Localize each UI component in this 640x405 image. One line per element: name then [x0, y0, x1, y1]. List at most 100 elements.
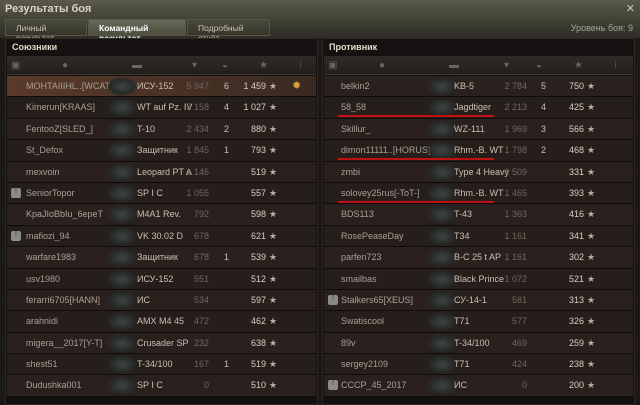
medals-column-icon[interactable]: ⁝ — [614, 60, 618, 71]
player-name: zmbi — [341, 166, 361, 177]
tank-name: СУ-14-1 — [454, 294, 487, 305]
player-row[interactable]: ! Stalkers65[XEUS] СУ-14-1 581 313 ★ — [324, 289, 633, 312]
player-row[interactable]: parfen723 B-C 25 t AP 1 161 302 ★ — [324, 247, 633, 269]
tank-name: T-34/100 — [454, 337, 490, 348]
player-row[interactable]: belkin2 KB-5 2 784 5 750 ★ — [324, 76, 633, 98]
damage-value: 1 055 — [186, 187, 209, 198]
player-name: belkin2 — [341, 81, 370, 91]
damage-value: 2 434 — [186, 123, 209, 134]
xp-value: 566 — [568, 123, 584, 134]
player-row[interactable]: ferarri6705[HANN] ИС 534 597 ★ — [7, 289, 316, 312]
player-row[interactable]: smailbas Black Prince 1 072 521 ★ — [324, 268, 633, 290]
player-row[interactable]: 89v T-34/100 469 259 ★ — [324, 332, 633, 355]
kills-value: 2 — [224, 123, 230, 134]
player-row[interactable]: solovey25rus[-ToT-] Rhm.-B. WT 1 465 393 ★ — [324, 182, 633, 205]
kills-column-icon[interactable]: ◒ — [536, 60, 543, 71]
player-row[interactable]: migera__2017[Y-T] Crusader SP 232 638 ★ — [7, 332, 316, 355]
kills-value: 6 — [224, 81, 230, 91]
player-row[interactable]: MOHTAIIIHL..[WCAT1] ИСУ-152 5 947 6 1 459 ★ ✹ — [7, 76, 316, 98]
xp-column-icon[interactable]: ★ — [574, 60, 583, 71]
player-row[interactable]: shest51 T-34/100 167 1 519 ★ — [7, 354, 316, 376]
tank-icon — [107, 226, 137, 246]
player-row[interactable]: Kimerun[KRAAS] WT auf Pz. IV 3 158 4 1 027 ★ — [7, 97, 316, 119]
kills-column-icon[interactable]: ◒ — [222, 60, 229, 71]
squad-column-icon[interactable]: ▣ — [11, 60, 21, 71]
star-icon: ★ — [269, 380, 278, 391]
player-row[interactable]: sergey2109 T71 424 238 ★ — [324, 354, 633, 376]
player-column-icon[interactable]: ● — [62, 60, 69, 71]
player-row[interactable]: ! mafiozi_94 VK 30.02 D 678 621 ★ — [7, 225, 316, 248]
player-row[interactable]: KpaJIoBbIu_6epeT M4A1 Rev. 792 598 ★ — [7, 204, 316, 226]
tank-name: T71 — [454, 316, 470, 327]
red-underline — [338, 115, 494, 118]
player-row[interactable]: zmbi Type 4 Heavy 1 509 331 ★ — [324, 161, 633, 183]
player-name: smailbas — [341, 273, 377, 284]
player-row[interactable]: Skillur_ WZ-111 1 969 3 566 ★ — [324, 118, 633, 141]
red-underline — [338, 158, 494, 161]
player-name: usv1980 — [26, 273, 61, 284]
damage-column-icon[interactable]: ▾ — [192, 60, 198, 71]
player-row[interactable]: Dudushka001 SP I C 0 510 ★ — [7, 375, 316, 397]
allies-list: MOHTAIIIHL..[WCAT1] ИСУ-152 5 947 6 1 459 ★ ✹ K… — [7, 76, 316, 397]
tank-name: Crusader SP — [137, 337, 189, 348]
player-row[interactable]: RosePeaseDay T34 1 161 341 ★ — [324, 225, 633, 248]
xp-value: 521 — [568, 273, 584, 284]
player-row[interactable]: ! SeniorTopor SP I C 1 055 557 ★ — [7, 182, 316, 205]
damage-value: 1 161 — [504, 230, 527, 241]
player-row[interactable]: warfare1983 Защитник 678 1 539 ★ — [7, 247, 316, 269]
star-icon: ★ — [587, 359, 596, 370]
player-row[interactable]: arahnidi AMX M4 45 472 462 ★ — [7, 311, 316, 333]
star-icon: ★ — [587, 102, 596, 113]
medal-icon[interactable]: ✹ — [292, 80, 302, 92]
star-icon: ★ — [587, 252, 596, 263]
xp-value: 331 — [568, 166, 584, 177]
xp-value: 416 — [568, 209, 584, 220]
xp-value: 880 — [250, 123, 266, 134]
tank-icon — [107, 376, 137, 396]
tab-personal[interactable]: Личный результат — [5, 19, 87, 43]
player-column-icon[interactable]: ● — [379, 60, 386, 71]
player-row[interactable]: ! CCCP_45_2017 ИС 0 200 ★ — [324, 375, 633, 397]
player-row[interactable]: 58_58 Jagdtiger 2 213 4 425 ★ — [324, 97, 633, 119]
player-row[interactable]: usv1980 ИСУ-152 551 512 ★ — [7, 268, 316, 290]
damage-value: 232 — [193, 337, 209, 348]
damage-value: 1 798 — [504, 145, 527, 156]
player-row[interactable]: St_Defox Защитник 1 845 1 793 ★ — [7, 140, 316, 162]
clan-badge-icon: ! — [328, 294, 338, 305]
tab-team[interactable]: Командный результат — [88, 19, 186, 43]
player-row[interactable]: Swatiscool T71 577 326 ★ — [324, 311, 633, 333]
tank-column-icon[interactable]: ▬ — [132, 60, 142, 71]
damage-value: 1 072 — [504, 273, 527, 284]
medals-column-icon[interactable]: ⁝ — [299, 60, 303, 71]
tank-name: Leopard PT A — [137, 166, 192, 177]
tank-icon — [427, 205, 457, 225]
tank-icon — [427, 290, 457, 310]
star-icon: ★ — [269, 209, 278, 220]
star-icon: ★ — [587, 294, 596, 305]
tank-column-icon[interactable]: ▬ — [449, 60, 459, 71]
xp-value: 557 — [250, 187, 266, 198]
tank-name: Rhm.-B. WT — [454, 145, 504, 156]
player-name: Skillur_ — [341, 123, 371, 134]
squad-column-icon[interactable]: ▣ — [328, 60, 338, 71]
star-icon: ★ — [269, 81, 278, 91]
star-icon: ★ — [587, 209, 596, 220]
player-row[interactable]: BDS113 T-43 1 363 416 ★ — [324, 204, 633, 226]
player-name: MOHTAIIIHL..[WCAT1] — [26, 81, 118, 91]
player-row[interactable]: FentooZ[SLED_] T-10 2 434 2 880 ★ — [7, 118, 316, 141]
kills-value: 2 — [541, 145, 547, 156]
kills-value: 4 — [224, 102, 230, 113]
damage-column-icon[interactable]: ▾ — [504, 60, 510, 71]
xp-column-icon[interactable]: ★ — [259, 60, 268, 71]
player-row[interactable]: dimon11111..[HORUS] Rhm.-B. WT 1 798 2 468 ★ — [324, 140, 633, 162]
tank-icon — [107, 141, 137, 161]
close-icon[interactable]: ✕ — [625, 3, 635, 15]
player-name: sergey2109 — [341, 359, 389, 370]
star-icon: ★ — [587, 81, 596, 91]
tank-name: SP I C — [137, 380, 163, 391]
tank-icon — [427, 183, 457, 203]
damage-value: 0 — [521, 380, 527, 391]
tab-detailed[interactable]: Подробный отчёт — [187, 19, 270, 43]
tank-icon — [427, 141, 457, 161]
